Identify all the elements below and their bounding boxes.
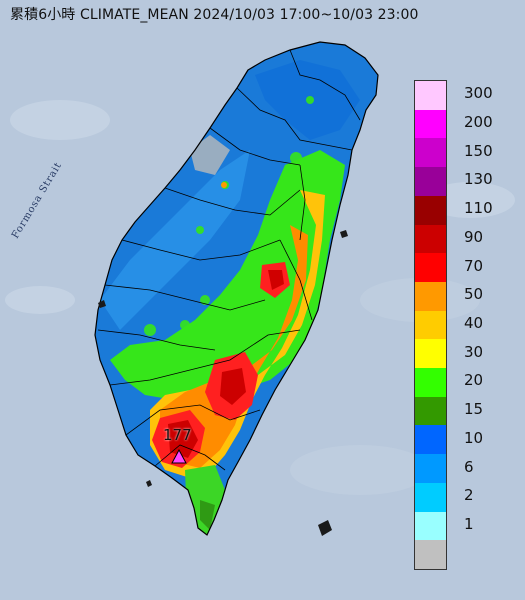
legend-swatch [415, 138, 446, 168]
legend-label: 130 [464, 170, 493, 189]
legend-label: 200 [464, 113, 493, 132]
map-title: 累積6小時 CLIMATE_MEAN 2024/10/03 17:00~10/0… [10, 7, 419, 23]
legend-label: 1 [464, 514, 474, 533]
legend-swatch [415, 109, 446, 139]
legend-swatch [415, 81, 446, 111]
legend-swatch [415, 454, 446, 484]
guishan-island [98, 300, 106, 308]
legend-label: 2 [464, 486, 474, 505]
rain-speckles [120, 96, 314, 365]
legend-label: 20 [464, 371, 484, 390]
legend-label: 6 [464, 457, 474, 476]
orchid-island [340, 230, 348, 238]
legend-swatch [415, 540, 446, 570]
rain-zone-2mm [100, 150, 250, 330]
max-rainfall-value: 177 [163, 426, 192, 444]
legend-label: 70 [464, 256, 484, 275]
rain-zone-20mm [110, 150, 345, 400]
legend-swatch [415, 368, 446, 398]
rain-zone-no-rain [190, 135, 230, 175]
legend-swatch [415, 310, 446, 340]
legend-swatch [415, 511, 446, 541]
coastline [94, 41, 379, 536]
legend-label: 30 [464, 342, 484, 361]
legend-label: 50 [464, 285, 484, 304]
rain-zone-90mm-south [220, 368, 246, 405]
county-borders [97, 49, 361, 471]
rain-zone-50mm [160, 225, 308, 468]
green-island [318, 520, 332, 536]
legend-label: 15 [464, 400, 484, 419]
legend-label: 10 [464, 428, 484, 447]
legend: 300 200 150 130 110 90 70 50 40 30 20 15 10 6 2 1 [414, 80, 514, 570]
legend-swatch [415, 482, 446, 513]
legend-swatch [415, 167, 446, 197]
legend-swatch [415, 339, 446, 369]
legend-swatch [415, 281, 446, 312]
legend-swatch [415, 195, 446, 226]
legend-label: 110 [464, 199, 493, 218]
rain-zone-90mm-central [268, 270, 284, 290]
max-rainfall-triangle [171, 448, 187, 464]
cloud-texture [5, 100, 515, 495]
legend-color-bar [414, 80, 447, 570]
legend-label: 40 [464, 314, 484, 332]
legend-swatch [415, 396, 446, 426]
legend-label: 150 [464, 141, 493, 160]
rain-spot-ilan [221, 182, 227, 188]
rain-zone-15mm-tip [200, 500, 215, 530]
liuqiu-island [146, 480, 152, 487]
legend-swatch [415, 224, 446, 254]
legend-label: 90 [464, 227, 484, 246]
legend-label: 300 [464, 84, 493, 103]
legend-swatch [415, 425, 446, 455]
legend-swatch [415, 253, 446, 283]
